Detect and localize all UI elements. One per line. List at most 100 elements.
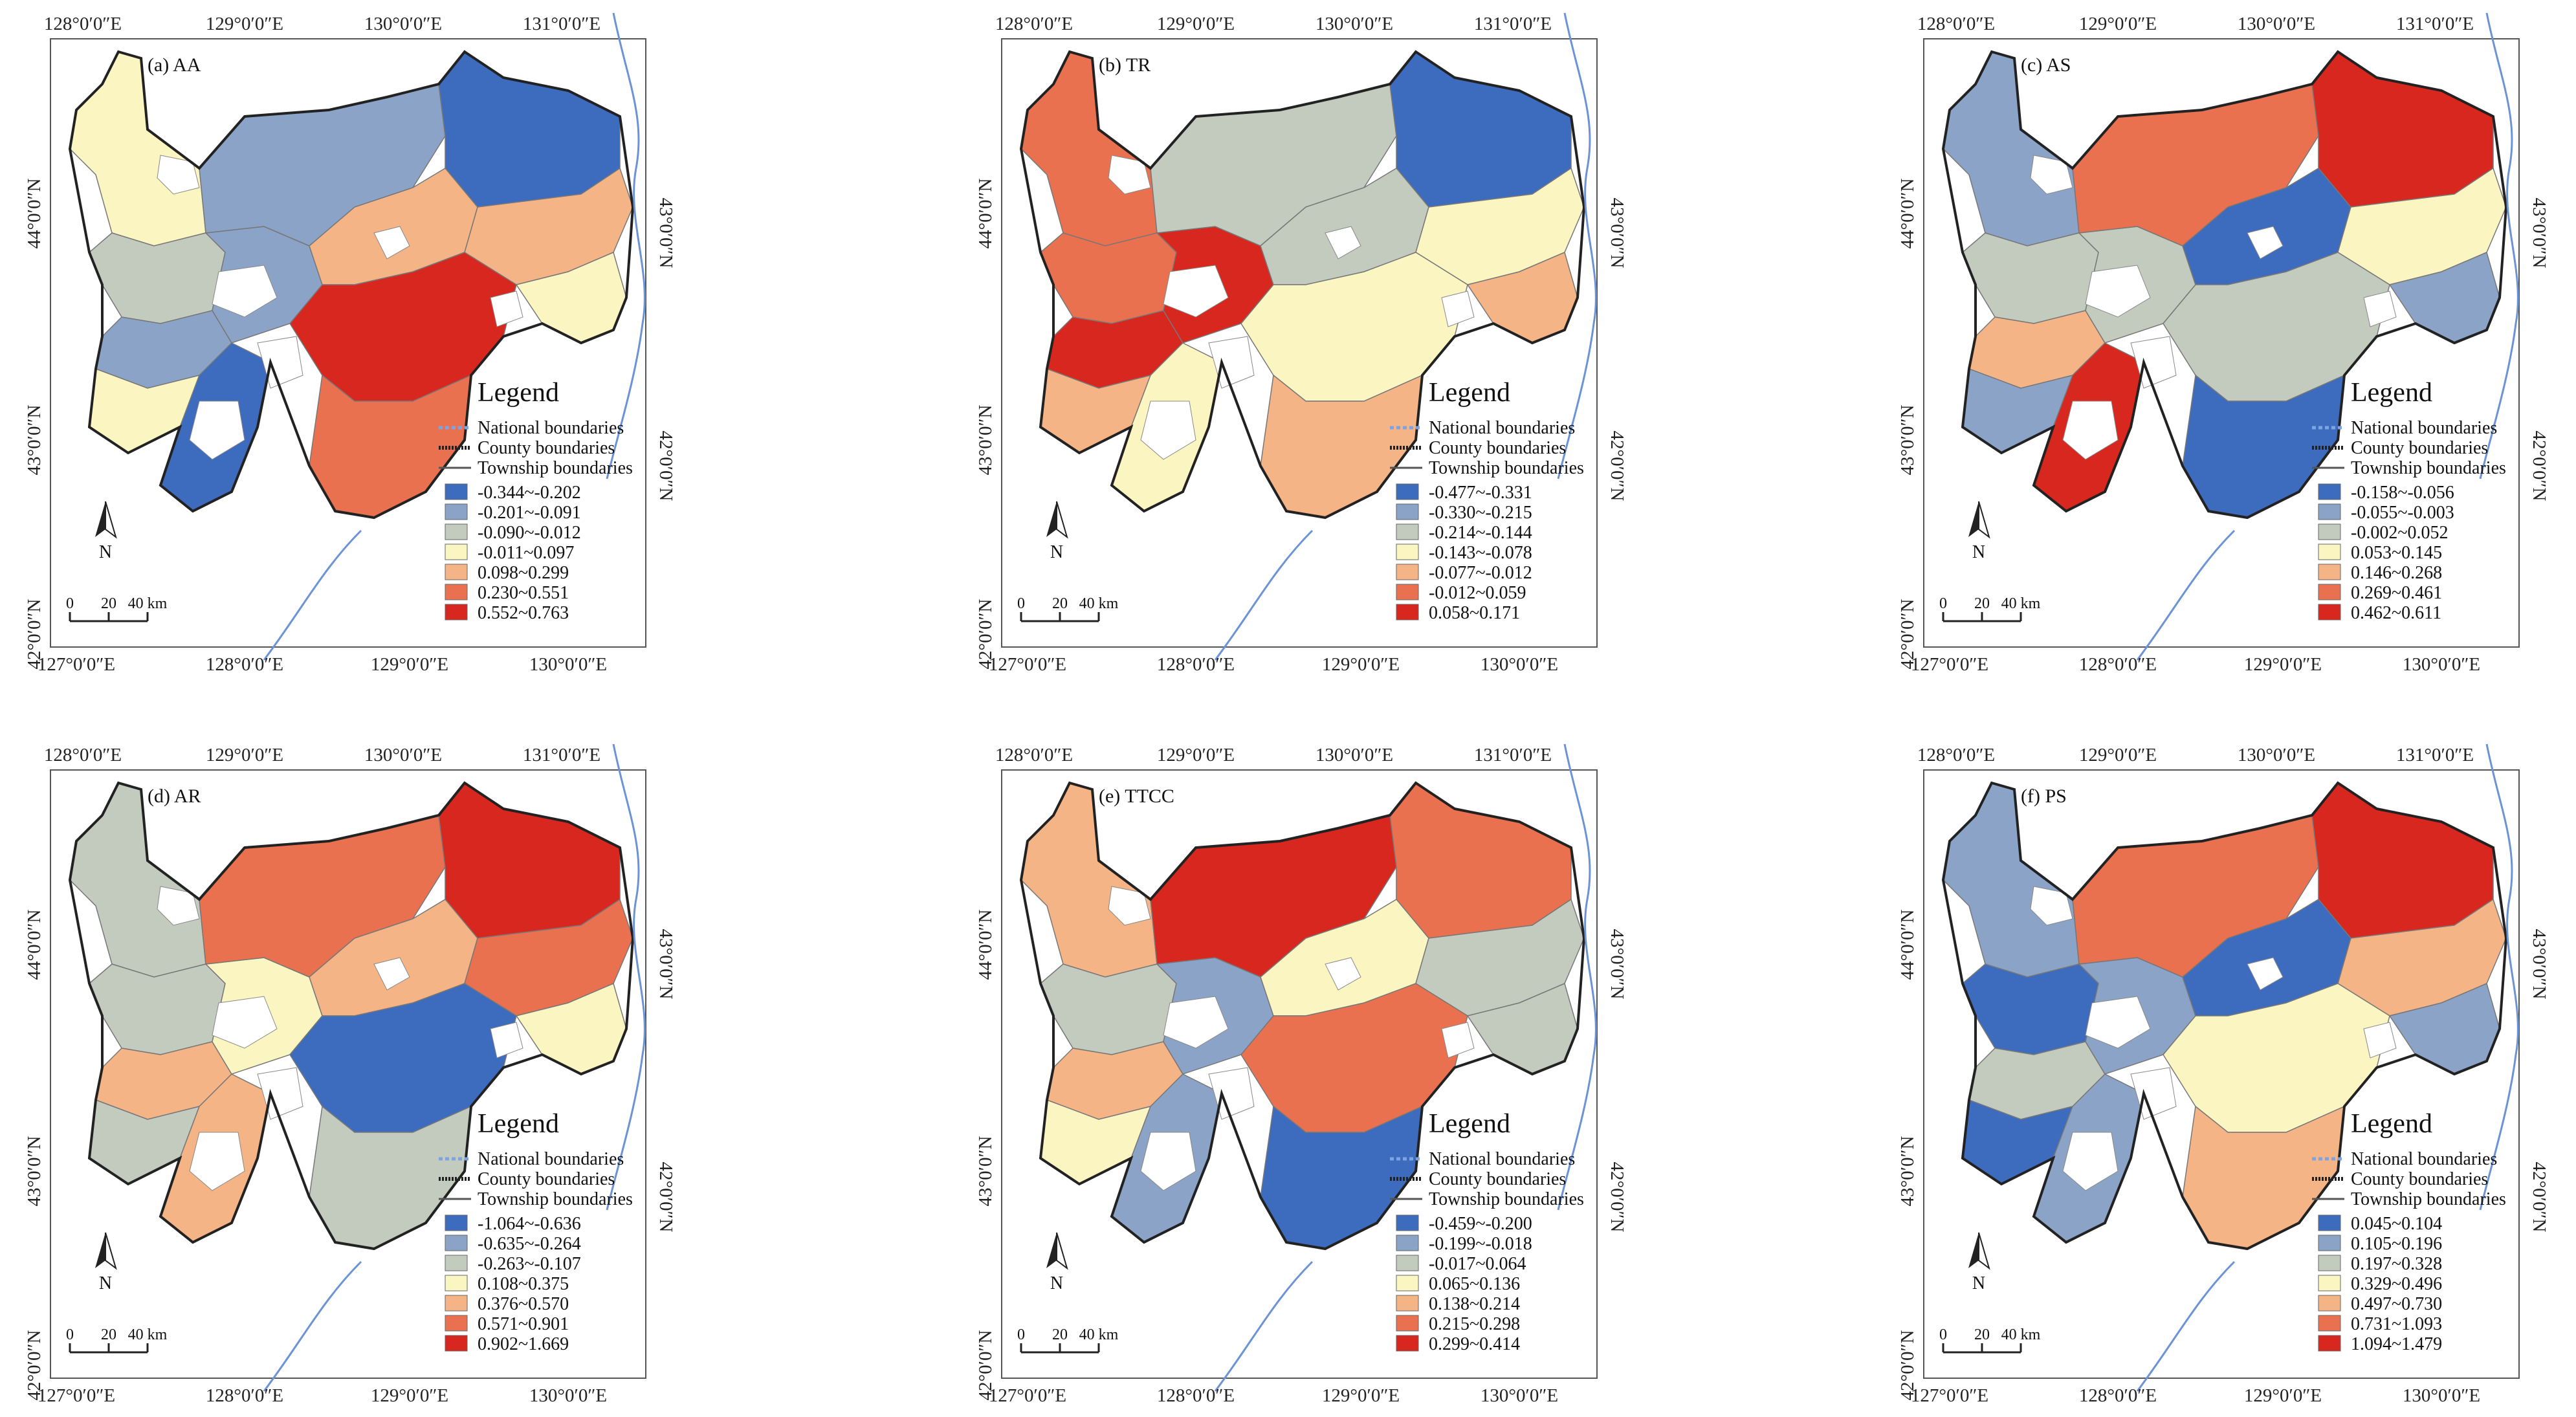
choropleth <box>69 50 633 518</box>
scale-bar: 0 20 40 km <box>1939 595 2041 622</box>
legend-class-swatch <box>445 483 468 500</box>
legend-national-label: National boundaries <box>1429 418 1575 438</box>
no-data-area <box>2247 957 2284 991</box>
legend-class-swatch <box>2318 544 2341 560</box>
legend-class-swatch <box>2318 1295 2341 1312</box>
panel-title: (f) PS <box>2021 785 2067 807</box>
legend-class-swatch <box>1396 1335 1419 1352</box>
legend-county-label: County boundaries <box>1429 1169 1566 1189</box>
legend-class-label: -0.199~-0.018 <box>1429 1234 1532 1254</box>
county-outline <box>1941 781 2508 1251</box>
axis-tick-bottom: 128°0′0″E <box>206 654 283 675</box>
legend-class-label: 0.376~0.570 <box>478 1294 569 1314</box>
legend-class-label: 0.552~0.763 <box>478 603 569 623</box>
legend-national-label: National boundaries <box>2351 418 2497 438</box>
map-frame: (d) AR <box>50 743 646 1392</box>
legend-class-swatch <box>445 1275 468 1291</box>
legend-national-label: National boundaries <box>478 1149 624 1169</box>
axis-tick-right: 43°0′0″N <box>1607 929 1627 1000</box>
legend-county-label: County boundaries <box>1429 438 1566 458</box>
scale-label: 40 km <box>128 595 168 612</box>
legend-class-swatch <box>2318 523 2341 540</box>
county-outline <box>1019 781 1586 1251</box>
panel-title: (a) AA <box>148 54 201 76</box>
legend-class-swatch <box>445 1315 468 1332</box>
no-data-area <box>189 1132 245 1191</box>
legend-class-label: -0.011~0.097 <box>478 543 574 563</box>
axis-tick-bottom: 128°0′0″E <box>2079 654 2157 675</box>
legend-class-swatch <box>2318 1235 2341 1251</box>
scale-bar: 0 20 40 km <box>1017 1326 1119 1354</box>
axis-tick-right: 43°0′0″N <box>655 929 676 1000</box>
legend-class-swatch <box>445 584 468 600</box>
legend-class-swatch <box>445 1235 468 1251</box>
axis-tick-top: 131°0′0″E <box>523 745 600 765</box>
scale-label: 0 <box>66 595 74 612</box>
legend-class-swatch <box>1396 1315 1419 1332</box>
north-arrow-icon: N <box>1046 501 1068 562</box>
legend-class-label: 0.462~0.611 <box>2351 603 2441 623</box>
legend-class-label: -0.201~-0.091 <box>478 503 581 523</box>
legend-class-label: 0.230~0.551 <box>478 583 569 603</box>
choropleth <box>1943 50 2507 518</box>
county-outline <box>1019 50 1586 520</box>
legend-class-swatch <box>1396 1275 1419 1291</box>
scale-label: 40 km <box>128 1326 168 1343</box>
choropleth <box>1020 782 1585 1249</box>
no-data-area <box>2085 265 2151 318</box>
map-canvas: (a) AA 128°0′0″E 129°0′0″E 130°0′0″E 131°0′0… <box>24 12 676 675</box>
legend-class-label: -0.477~-0.331 <box>1429 483 1532 503</box>
axis-tick-top: 128°0′0″E <box>995 745 1073 765</box>
legend-county-label: County boundaries <box>478 1169 615 1189</box>
legend-title: Legend <box>2351 378 2432 408</box>
choropleth <box>69 782 633 1249</box>
axis-tick-right: 42°0′0″N <box>655 431 676 501</box>
axis-tick-top: 130°0′0″E <box>1316 745 1393 765</box>
no-data-area <box>490 291 523 327</box>
axis-tick-right: 43°0′0″N <box>655 198 676 269</box>
axis-tick-right: 43°0′0″N <box>2529 198 2549 269</box>
legend-class-swatch <box>1396 604 1419 621</box>
legend-class-label: -0.158~-0.056 <box>2351 483 2454 503</box>
no-data-area <box>2062 1132 2119 1191</box>
axis-tick-right: 42°0′0″N <box>1607 431 1627 501</box>
no-data-area <box>189 401 245 460</box>
no-data-area <box>2363 1022 2397 1059</box>
legend-class-swatch <box>2318 584 2341 600</box>
national-boundary-river <box>2479 12 2519 479</box>
panel-title: (b) TR <box>1099 54 1150 76</box>
legend-class-label: -0.143~-0.078 <box>1429 543 1532 563</box>
county-outline <box>68 50 635 520</box>
legend-class-swatch <box>1396 483 1419 500</box>
legend-township-label: Township boundaries <box>478 458 633 478</box>
legend-township-label: Township boundaries <box>2351 1189 2506 1209</box>
legend-national-label: National boundaries <box>478 418 624 438</box>
axis-tick-top: 130°0′0″E <box>364 14 442 34</box>
legend-title: Legend <box>478 378 559 408</box>
legend-class-label: 0.045~0.104 <box>2351 1214 2442 1234</box>
north-arrow-icon: N <box>1968 501 1990 562</box>
no-data-area <box>1140 1132 1196 1191</box>
scale-bar: 0 20 40 km <box>66 1326 168 1354</box>
axis-tick-bottom: 128°0′0″E <box>1157 1385 1235 1406</box>
legend-national-label: National boundaries <box>1429 1149 1575 1169</box>
axis-tick-right: 43°0′0″N <box>2529 929 2549 1000</box>
axis-tick-left: 43°0′0″N <box>24 404 45 475</box>
no-data-area <box>1163 996 1229 1049</box>
axis-tick-top: 130°0′0″E <box>2238 745 2315 765</box>
scale-label: 20 <box>1974 595 1990 612</box>
axis-tick-bottom: 127°0′0″E <box>989 1385 1066 1406</box>
axis-tick-left: 42°0′0″N <box>1897 599 1918 669</box>
axis-tick-bottom: 130°0′0″E <box>529 654 607 675</box>
legend-class-swatch <box>2318 604 2341 621</box>
scale-label: 0 <box>66 1326 74 1343</box>
legend-class-label: 0.215~0.298 <box>1429 1314 1520 1334</box>
axis-tick-top: 131°0′0″E <box>523 14 600 34</box>
north-arrow-half <box>1046 1233 1057 1268</box>
axis-tick-bottom: 130°0′0″E <box>1481 654 1558 675</box>
scale-label: 0 <box>1939 1326 1947 1343</box>
panel-title: (c) AS <box>2021 54 2071 76</box>
legend-class-label: 0.146~0.268 <box>2351 563 2442 583</box>
no-data-area <box>212 996 278 1049</box>
